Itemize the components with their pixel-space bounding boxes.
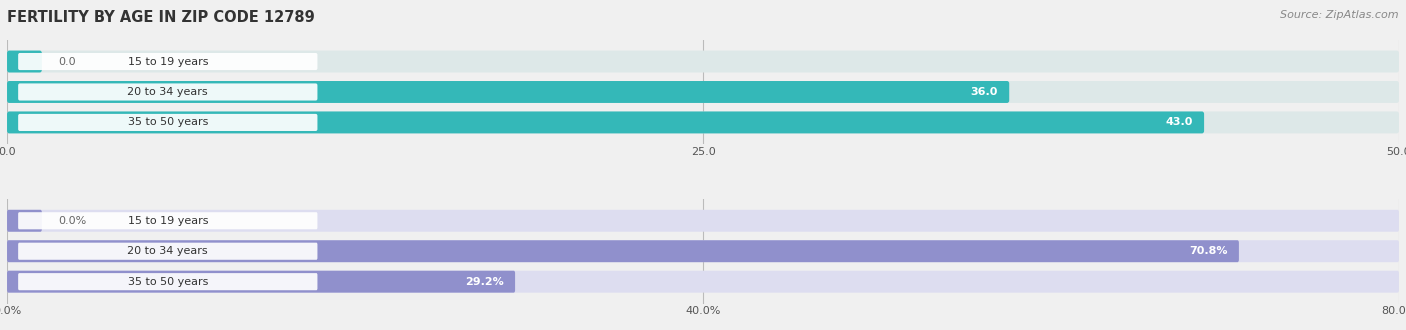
- FancyBboxPatch shape: [7, 271, 1399, 293]
- Text: Source: ZipAtlas.com: Source: ZipAtlas.com: [1281, 10, 1399, 20]
- FancyBboxPatch shape: [7, 112, 1204, 133]
- FancyBboxPatch shape: [7, 81, 1399, 103]
- Text: 35 to 50 years: 35 to 50 years: [128, 117, 208, 127]
- FancyBboxPatch shape: [7, 81, 1010, 103]
- Text: 29.2%: 29.2%: [465, 277, 503, 287]
- FancyBboxPatch shape: [18, 114, 318, 131]
- FancyBboxPatch shape: [7, 271, 515, 293]
- FancyBboxPatch shape: [7, 112, 1399, 133]
- Text: 15 to 19 years: 15 to 19 years: [128, 216, 208, 226]
- FancyBboxPatch shape: [18, 273, 318, 290]
- FancyBboxPatch shape: [7, 50, 1399, 73]
- Text: 20 to 34 years: 20 to 34 years: [128, 246, 208, 256]
- Text: FERTILITY BY AGE IN ZIP CODE 12789: FERTILITY BY AGE IN ZIP CODE 12789: [7, 10, 315, 25]
- Text: 36.0: 36.0: [970, 87, 998, 97]
- FancyBboxPatch shape: [7, 50, 42, 73]
- FancyBboxPatch shape: [7, 210, 1399, 232]
- FancyBboxPatch shape: [18, 83, 318, 101]
- FancyBboxPatch shape: [18, 212, 318, 229]
- FancyBboxPatch shape: [7, 240, 1399, 262]
- FancyBboxPatch shape: [7, 240, 1239, 262]
- Text: 0.0: 0.0: [59, 56, 76, 67]
- Text: 0.0%: 0.0%: [59, 216, 87, 226]
- FancyBboxPatch shape: [7, 210, 42, 232]
- Text: 35 to 50 years: 35 to 50 years: [128, 277, 208, 287]
- Text: 20 to 34 years: 20 to 34 years: [128, 87, 208, 97]
- FancyBboxPatch shape: [18, 53, 318, 70]
- Text: 70.8%: 70.8%: [1189, 246, 1227, 256]
- FancyBboxPatch shape: [18, 243, 318, 260]
- Text: 43.0: 43.0: [1166, 117, 1192, 127]
- Text: 15 to 19 years: 15 to 19 years: [128, 56, 208, 67]
